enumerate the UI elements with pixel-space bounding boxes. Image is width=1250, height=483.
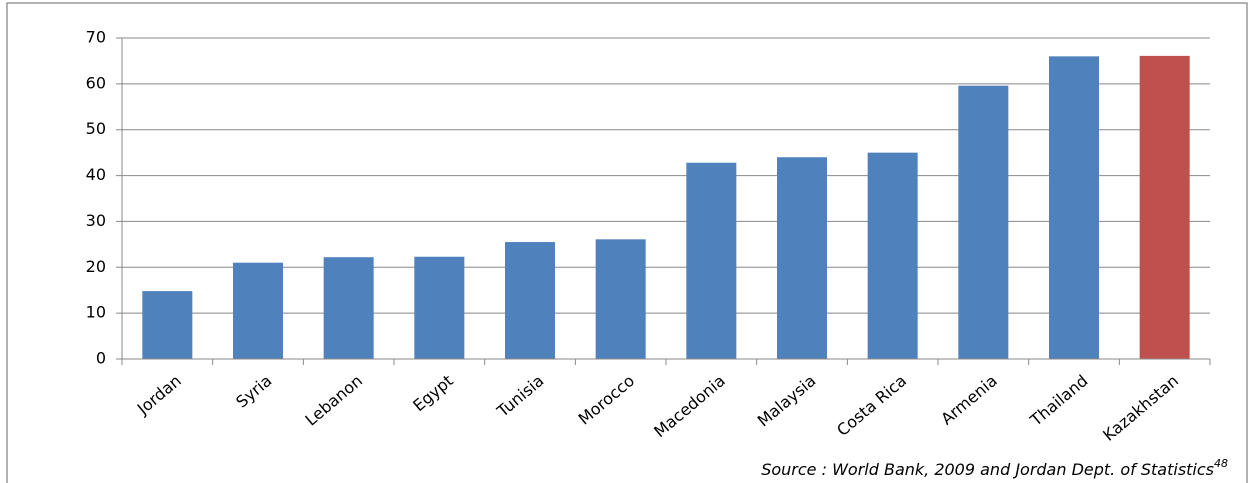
bar <box>323 257 374 359</box>
x-tick-label: Jordan <box>133 371 185 419</box>
frame <box>6 2 1248 483</box>
bar <box>142 291 193 359</box>
y-tick-label: 10 <box>86 303 106 322</box>
x-tick-label: Morocco <box>575 371 639 429</box>
bar <box>686 162 737 359</box>
x-tick-label: Kazakhstan <box>1099 371 1182 445</box>
x-tick-label: Lebanon <box>301 371 366 430</box>
bar <box>777 157 827 359</box>
y-tick-label: 30 <box>86 211 106 230</box>
source-text: Source : World Bank, 2009 and Jordan Dep… <box>761 460 1214 479</box>
bar <box>233 262 283 359</box>
x-tick-label: Syria <box>232 371 275 412</box>
bar <box>1139 55 1190 360</box>
x-tick-label: Malaysia <box>754 371 820 430</box>
y-tick-label: 60 <box>86 73 106 92</box>
x-tick-label: Tunisia <box>493 371 548 421</box>
source-note: Source : World Bank, 2009 and Jordan Dep… <box>761 457 1228 479</box>
x-tick-label: Macedonia <box>650 371 729 441</box>
source-superscript: 48 <box>1214 457 1228 470</box>
y-tick-label: 70 <box>86 28 106 47</box>
y-tick-label: 0 <box>96 349 106 368</box>
x-tick-label: Armenia <box>937 371 1001 429</box>
bar <box>505 242 555 359</box>
bar <box>1049 56 1099 359</box>
bar <box>867 152 918 359</box>
y-tick-label: 20 <box>86 257 106 276</box>
bar <box>958 85 1009 359</box>
x-tick-label: Thailand <box>1026 371 1092 430</box>
bar <box>595 239 646 359</box>
x-tick-label: Costa Rica <box>833 371 910 440</box>
y-tick-label: 50 <box>86 119 106 138</box>
x-tick-label: Egypt <box>409 371 457 415</box>
y-tick-label: 40 <box>86 165 106 184</box>
bar <box>414 256 465 359</box>
